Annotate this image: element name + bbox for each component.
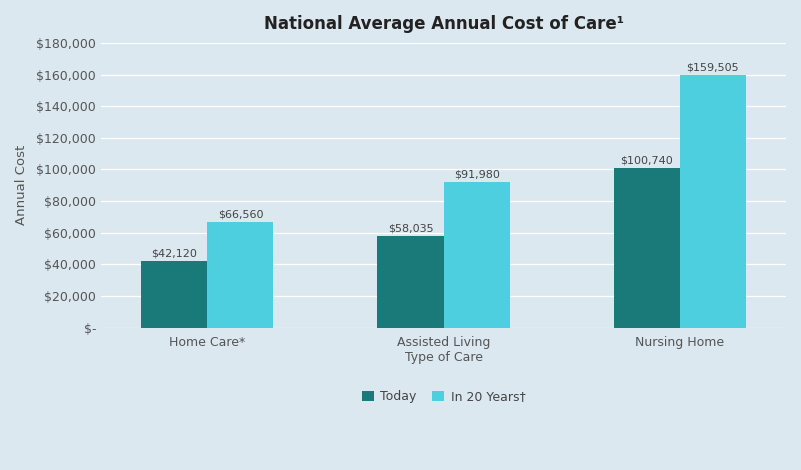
Text: $42,120: $42,120 (151, 248, 197, 258)
Legend: Today, In 20 Years†: Today, In 20 Years† (356, 385, 530, 408)
Bar (614, 168, 680, 328)
Title: National Average Annual Cost of Care¹: National Average Annual Cost of Care¹ (264, 15, 623, 33)
Text: $91,980: $91,980 (453, 169, 500, 180)
Y-axis label: Annual Cost: Annual Cost (15, 145, 28, 226)
Bar (377, 236, 444, 328)
Text: $58,035: $58,035 (388, 223, 433, 233)
Text: $100,740: $100,740 (620, 156, 673, 165)
Bar (141, 261, 207, 328)
Bar (207, 222, 273, 328)
Text: $66,560: $66,560 (218, 210, 264, 219)
Bar (680, 75, 746, 328)
Bar (444, 182, 509, 328)
Text: $159,505: $159,505 (686, 63, 739, 72)
